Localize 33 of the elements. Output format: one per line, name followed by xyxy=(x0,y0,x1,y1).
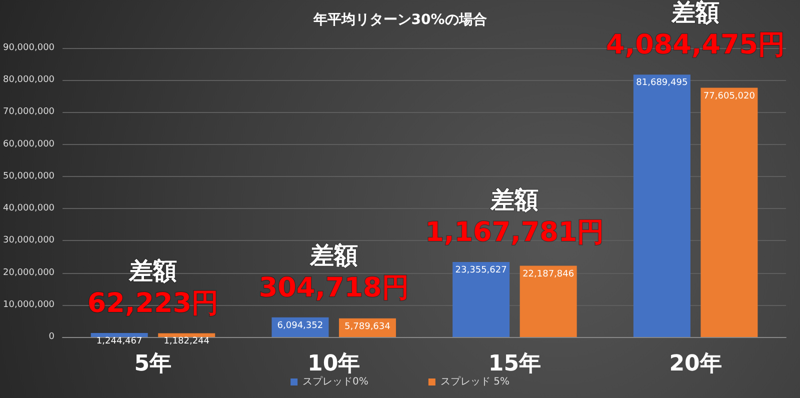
annotation: 差額 xyxy=(128,257,177,286)
data-label: 1,182,244 xyxy=(164,336,210,347)
chart-title: 年平均リターン30%の場合 xyxy=(312,12,487,28)
annotation: 差額 xyxy=(490,186,539,214)
legend-label: スプレッド0% xyxy=(302,376,368,388)
y-tick-label: 40,000,000 xyxy=(3,204,55,214)
data-label: 22,187,846 xyxy=(522,269,574,280)
x-tick-label: 5年 xyxy=(134,352,172,376)
y-tick-label: 30,000,000 xyxy=(3,236,55,246)
x-tick-label: 10年 xyxy=(308,352,360,376)
x-tick-label: 20年 xyxy=(669,352,722,376)
annotation: 304,718円 xyxy=(258,272,409,304)
legend-label: スプレッド 5% xyxy=(440,376,510,388)
y-tick-label: 80,000,000 xyxy=(3,75,55,86)
y-tick-label: 20,000,000 xyxy=(3,268,55,278)
y-tick-label: 60,000,000 xyxy=(3,139,55,150)
data-label: 5,789,634 xyxy=(344,322,391,332)
data-label: 23,355,627 xyxy=(455,266,507,276)
data-label: 77,605,020 xyxy=(703,91,756,102)
annotation: 4,084,475円 xyxy=(606,30,786,61)
y-tick-label: 50,000,000 xyxy=(3,171,55,182)
y-tick-label: 0 xyxy=(48,332,55,342)
annotation: 差額 xyxy=(308,241,358,270)
y-tick-label: 70,000,000 xyxy=(3,107,55,118)
x-tick-label: 15年 xyxy=(488,352,542,376)
data-label: 6,094,352 xyxy=(277,320,324,331)
data-label: 1,244,467 xyxy=(96,336,142,347)
y-tick-label: 90,000,000 xyxy=(3,43,55,53)
y-tick-label: 10,000,000 xyxy=(3,300,55,310)
annotation: 62,223円 xyxy=(87,288,219,320)
text: 差額 xyxy=(670,0,720,27)
data-label: 81,689,495 xyxy=(636,78,688,88)
annotation: 1,167,781円 xyxy=(425,217,604,248)
